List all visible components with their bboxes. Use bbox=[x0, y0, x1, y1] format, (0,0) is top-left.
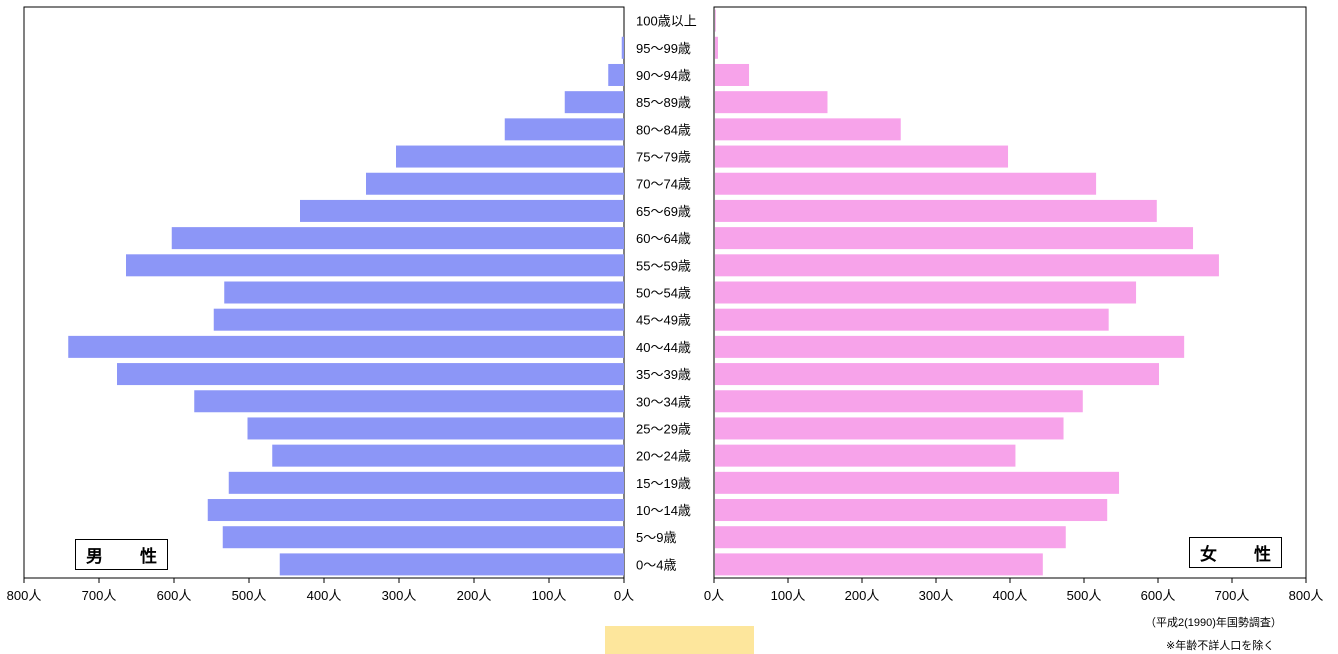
male-bar-13 bbox=[300, 199, 624, 222]
age-label-11: 55～59歳 bbox=[636, 258, 691, 273]
male-bar-7 bbox=[117, 363, 624, 386]
male-bar-2 bbox=[207, 499, 624, 522]
female-bar-3 bbox=[715, 471, 1120, 494]
age-label-7: 35～39歳 bbox=[636, 367, 691, 382]
age-label-6: 30～34歳 bbox=[636, 394, 691, 409]
female-tick-7: 700人 bbox=[1215, 588, 1250, 603]
age-label-10: 50～54歳 bbox=[636, 286, 691, 301]
male-bar-12 bbox=[171, 227, 624, 250]
male-bar-8 bbox=[68, 335, 624, 358]
female-bar-10 bbox=[715, 281, 1137, 304]
highlight-box bbox=[605, 626, 754, 654]
male-bar-19 bbox=[621, 36, 624, 59]
female-bar-14 bbox=[715, 172, 1097, 195]
female-tick-8: 800人 bbox=[1289, 588, 1324, 603]
male-bar-0 bbox=[279, 553, 624, 576]
female-bar-17 bbox=[715, 91, 828, 114]
female-bar-6 bbox=[715, 390, 1083, 413]
male-tick-5: 500人 bbox=[232, 588, 267, 603]
male-bar-16 bbox=[504, 118, 624, 141]
age-label-19: 95～99歳 bbox=[636, 41, 691, 56]
female-bar-2 bbox=[715, 499, 1108, 522]
male-tick-7: 700人 bbox=[82, 588, 117, 603]
male-bar-14 bbox=[366, 172, 624, 195]
male-bar-4 bbox=[272, 444, 624, 467]
age-label-14: 70～74歳 bbox=[636, 177, 691, 192]
female-bar-19 bbox=[715, 36, 718, 59]
legend-male: 男 性 bbox=[75, 539, 168, 570]
exclusion-note: ※年齢不詳人口を除く bbox=[1166, 640, 1275, 652]
male-tick-0: 0人 bbox=[614, 588, 634, 603]
female-tick-6: 600人 bbox=[1141, 588, 1176, 603]
male-tick-8: 800人 bbox=[7, 588, 42, 603]
male-tick-3: 300人 bbox=[382, 588, 417, 603]
age-label-15: 75～79歳 bbox=[636, 150, 691, 165]
female-bar-0 bbox=[715, 553, 1043, 576]
age-label-8: 40～44歳 bbox=[636, 340, 691, 355]
age-label-18: 90～94歳 bbox=[636, 68, 691, 83]
male-bar-17 bbox=[564, 91, 624, 114]
age-label-2: 10～14歳 bbox=[636, 503, 691, 518]
male-tick-4: 400人 bbox=[307, 588, 342, 603]
age-group-labels: 0～4歳 5～9歳 10～14歳 15～19歳 20～24歳 25～29歳 30～34歳 35… bbox=[636, 14, 697, 573]
female-bar-13 bbox=[715, 199, 1157, 222]
female-bar-11 bbox=[715, 254, 1219, 277]
male-bar-5 bbox=[247, 417, 624, 440]
female-bar-1 bbox=[715, 526, 1066, 549]
age-label-0: 0～4歳 bbox=[636, 557, 676, 572]
female-bar-15 bbox=[715, 145, 1009, 168]
male-bar-6 bbox=[194, 390, 624, 413]
female-bar-16 bbox=[715, 118, 901, 141]
source-note: （平成2(1990)年国勢調査） bbox=[1145, 617, 1282, 629]
female-bar-12 bbox=[715, 227, 1194, 250]
age-label-9: 45～49歳 bbox=[636, 313, 691, 328]
age-label-5: 25～29歳 bbox=[636, 421, 691, 436]
legend-female: 女 性 bbox=[1189, 537, 1282, 568]
female-tick-0: 0人 bbox=[704, 588, 724, 603]
female-bar-8 bbox=[715, 335, 1185, 358]
age-label-17: 85～89歳 bbox=[636, 95, 691, 110]
age-label-13: 65～69歳 bbox=[636, 204, 691, 219]
female-tick-4: 400人 bbox=[993, 588, 1028, 603]
male-bar-15 bbox=[396, 145, 624, 168]
x-axis-ticks: 0人 0人 100人 100人 200人 200人 300人 300人 400人 400人 500人… bbox=[7, 578, 1324, 603]
female-bars bbox=[715, 9, 1219, 576]
age-label-20: 100歳以上 bbox=[636, 14, 697, 29]
male-tick-1: 100人 bbox=[532, 588, 567, 603]
female-bar-5 bbox=[715, 417, 1064, 440]
age-label-16: 80～84歳 bbox=[636, 122, 691, 137]
female-tick-5: 500人 bbox=[1067, 588, 1102, 603]
male-bar-10 bbox=[224, 281, 624, 304]
female-bar-20 bbox=[715, 9, 716, 32]
male-bar-1 bbox=[222, 526, 624, 549]
female-tick-1: 100人 bbox=[771, 588, 806, 603]
male-tick-2: 200人 bbox=[457, 588, 492, 603]
male-bar-18 bbox=[608, 63, 624, 86]
female-bar-4 bbox=[715, 444, 1016, 467]
female-bar-18 bbox=[715, 63, 750, 86]
female-bar-7 bbox=[715, 363, 1159, 386]
male-tick-6: 600人 bbox=[157, 588, 192, 603]
male-bar-3 bbox=[228, 471, 624, 494]
female-bar-9 bbox=[715, 308, 1109, 331]
male-bars bbox=[68, 36, 624, 576]
male-bar-9 bbox=[213, 308, 624, 331]
age-label-12: 60～64歳 bbox=[636, 231, 691, 246]
age-label-1: 5～9歳 bbox=[636, 530, 676, 545]
male-bar-11 bbox=[126, 254, 624, 277]
female-tick-3: 300人 bbox=[919, 588, 954, 603]
age-label-4: 20～24歳 bbox=[636, 449, 691, 464]
age-label-3: 15～19歳 bbox=[636, 476, 691, 491]
female-tick-2: 200人 bbox=[845, 588, 880, 603]
